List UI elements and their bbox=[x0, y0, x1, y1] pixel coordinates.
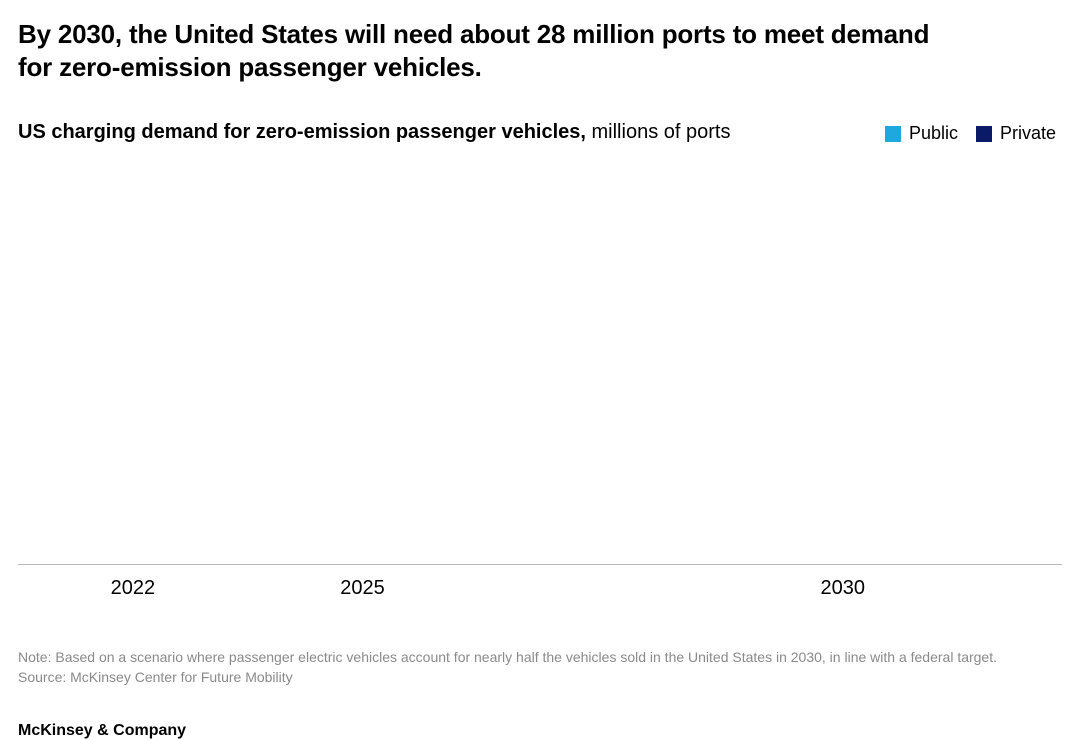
chart-plot-area bbox=[18, 155, 1062, 565]
legend-item-public: Public bbox=[885, 123, 958, 144]
x-tick-2022: 2022 bbox=[111, 577, 156, 600]
legend-label-public: Public bbox=[909, 123, 958, 144]
brand-attribution: McKinsey & Company bbox=[18, 722, 1062, 740]
subhead-row: US charging demand for zero-emission pas… bbox=[18, 119, 1062, 145]
x-axis: 2022 2025 2030 bbox=[18, 577, 1062, 617]
footnote-note: Note: Based on a scenario where passenge… bbox=[18, 647, 1062, 667]
x-tick-2025: 2025 bbox=[340, 577, 385, 600]
subhead-bold: US charging demand for zero-emission pas… bbox=[18, 121, 586, 143]
headline: By 2030, the United States will need abo… bbox=[18, 18, 938, 83]
x-tick-2030: 2030 bbox=[821, 577, 866, 600]
footnote-source: Source: McKinsey Center for Future Mobil… bbox=[18, 667, 1062, 687]
swatch-private bbox=[976, 126, 992, 142]
legend-item-private: Private bbox=[976, 123, 1056, 144]
legend-label-private: Private bbox=[1000, 123, 1056, 144]
legend: Public Private bbox=[885, 119, 1062, 144]
swatch-public bbox=[885, 126, 901, 142]
subhead-light: millions of ports bbox=[586, 121, 731, 143]
chart-subtitle: US charging demand for zero-emission pas… bbox=[18, 119, 730, 145]
footnote: Note: Based on a scenario where passenge… bbox=[18, 647, 1062, 688]
